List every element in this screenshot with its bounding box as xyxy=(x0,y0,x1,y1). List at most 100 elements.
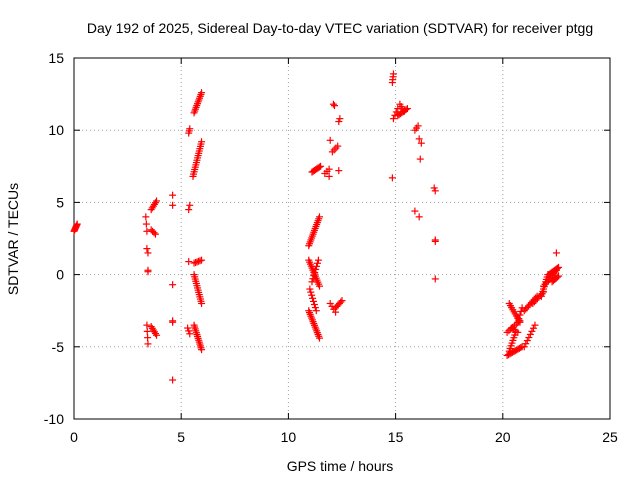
data-point xyxy=(415,213,423,221)
data-point xyxy=(338,297,346,305)
data-point xyxy=(153,197,161,205)
data-point xyxy=(310,272,318,280)
data-point xyxy=(389,70,397,78)
data-point xyxy=(198,256,206,264)
data-point xyxy=(153,331,161,339)
y-tick-label: 10 xyxy=(48,122,64,138)
data-point xyxy=(514,328,522,336)
data-point xyxy=(411,207,419,215)
x-tick-label: 15 xyxy=(388,429,404,445)
data-point xyxy=(525,334,533,342)
data-points xyxy=(70,70,563,384)
data-point xyxy=(151,330,159,338)
data-point xyxy=(400,107,408,115)
data-point xyxy=(536,291,544,299)
data-point xyxy=(144,249,152,257)
data-point xyxy=(309,294,317,302)
data-point xyxy=(533,295,541,303)
data-point xyxy=(517,307,525,315)
y-tick-label: -10 xyxy=(44,411,64,427)
data-point xyxy=(528,327,536,335)
y-axis-label: SDTVAR / TECUs xyxy=(5,183,21,295)
data-point xyxy=(169,201,177,209)
data-point xyxy=(325,172,333,180)
data-point xyxy=(553,273,561,281)
data-point xyxy=(311,269,319,277)
data-point xyxy=(388,174,396,182)
data-point xyxy=(529,299,537,307)
data-point xyxy=(306,285,314,293)
data-point xyxy=(415,135,423,143)
y-tick-label: -5 xyxy=(52,339,65,355)
y-tick-label: 15 xyxy=(48,50,64,66)
data-point xyxy=(325,165,333,173)
x-tick-label: 5 xyxy=(177,429,185,445)
data-point xyxy=(336,115,344,123)
data-point xyxy=(431,187,439,195)
data-point xyxy=(150,229,158,237)
data-point xyxy=(311,304,319,312)
data-point xyxy=(312,307,320,315)
data-point xyxy=(142,220,150,228)
data-point xyxy=(335,167,343,175)
data-point xyxy=(307,288,315,296)
data-point xyxy=(555,272,563,280)
data-point xyxy=(73,220,81,228)
data-point xyxy=(169,281,177,289)
data-point xyxy=(144,266,152,274)
data-point xyxy=(186,330,194,338)
data-point xyxy=(312,265,320,273)
data-point xyxy=(309,275,317,283)
tick-layer: 0 5 10 15 20 25 -10 -5 0 5 10 15 xyxy=(44,50,618,445)
data-point xyxy=(151,230,159,238)
data-point xyxy=(522,340,530,348)
x-tick-label: 25 xyxy=(602,429,618,445)
data-point xyxy=(526,330,534,338)
data-point xyxy=(151,199,159,207)
data-point xyxy=(532,296,540,304)
data-point xyxy=(198,138,206,146)
data-point xyxy=(552,249,560,257)
data-point xyxy=(186,201,194,209)
data-point xyxy=(334,142,342,150)
data-point xyxy=(414,122,422,130)
y-tick-label: 0 xyxy=(56,267,64,283)
data-point xyxy=(531,321,539,329)
data-point xyxy=(315,163,323,171)
data-point xyxy=(529,324,537,332)
data-point xyxy=(144,334,152,342)
data-point xyxy=(186,125,194,133)
data-point xyxy=(185,206,193,214)
data-point xyxy=(503,328,511,336)
x-tick-label: 20 xyxy=(495,429,511,445)
data-point xyxy=(169,191,177,199)
data-point xyxy=(431,236,439,244)
data-point xyxy=(308,291,316,299)
x-tick-label: 0 xyxy=(70,429,78,445)
data-point xyxy=(313,259,321,267)
data-point xyxy=(143,327,151,335)
data-point xyxy=(317,162,325,170)
data-point xyxy=(330,102,338,110)
data-point xyxy=(315,282,323,290)
data-point xyxy=(315,334,323,342)
data-point xyxy=(315,213,323,221)
data-point xyxy=(517,344,525,352)
data-point xyxy=(326,136,334,144)
data-point xyxy=(530,298,538,306)
data-point xyxy=(310,301,318,309)
data-point xyxy=(431,275,439,283)
data-point xyxy=(169,376,177,384)
y-tick-label: 5 xyxy=(56,194,64,210)
x-axis-label: GPS time / hours xyxy=(287,458,394,474)
data-point xyxy=(551,268,559,276)
data-point xyxy=(416,155,424,163)
x-tick-label: 10 xyxy=(281,429,297,445)
data-point xyxy=(143,245,151,253)
data-point xyxy=(417,139,425,147)
data-point xyxy=(314,256,322,264)
data-point xyxy=(389,115,397,123)
data-point xyxy=(329,100,337,108)
data-point xyxy=(185,258,193,266)
